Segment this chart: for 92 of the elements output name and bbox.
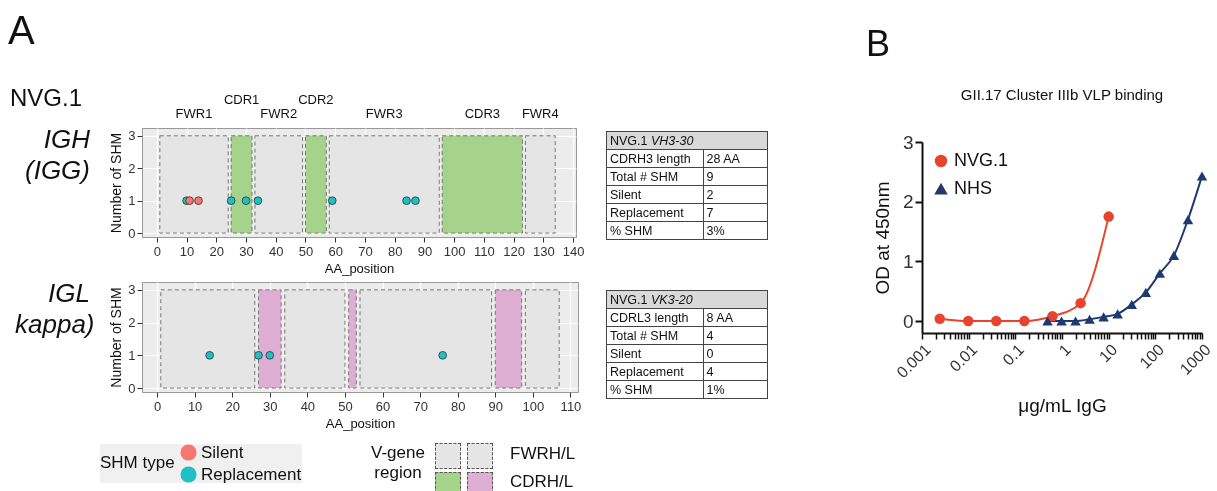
y-tick-label: 0 [902,310,914,332]
x-tick-label: 60 [375,398,391,414]
band-label: CDR3 [464,105,501,121]
chart-title: GII.17 Cluster IIIb VLP binding [960,86,1164,103]
x-tick-label: 40 [300,398,316,414]
y-tick-label: 2 [128,160,136,176]
x-tick-label: 10 [179,243,195,259]
x-tick-label: 0.01 [946,340,981,375]
text: 4 [703,326,768,345]
y-tick-label: 3 [128,282,136,298]
x-tick-label: 140 [562,243,585,259]
x-tick-label: 0 [153,398,162,414]
y-axis-title: Number of SHM [108,132,125,234]
x-tick-label: 20 [225,398,240,414]
x-tick-label: 110 [473,243,495,259]
x-tick-label: 40 [269,243,284,259]
y-tick-label: 0 [128,380,136,396]
x-tick-label: 0 [153,243,161,259]
text: VK3-20 [651,292,693,307]
text: 2 [703,185,768,204]
x-tick-label: 50 [338,398,353,414]
text: A [8,7,35,54]
x-tick-label: 90 [488,398,504,414]
y-tick-label: 2 [902,191,914,213]
text: NVG.1 [10,84,83,113]
x-axis-title: μg/mL IgG [1018,395,1107,417]
x-tick-label: 70 [358,243,373,259]
text: 28 AA [703,149,768,168]
x-tick-label: 60 [328,243,343,259]
text: 1% [703,380,768,399]
x-tick-label: 90 [417,243,433,259]
text: B [866,22,891,66]
text: IGH (IGG) [24,124,90,187]
text: 8 AA [703,308,768,327]
text: Replacement [606,362,704,381]
x-tick-label: 0.1 [999,340,1028,369]
band-label: FWR1 [175,105,213,121]
text: % SHM [606,380,704,399]
x-axis-title: AA_position [324,260,395,276]
text: 7 [703,203,768,222]
x-tick-label: 30 [239,243,254,259]
x-tick-label: 10 [1095,340,1121,366]
legend-label: Silent [201,442,244,462]
text: CDRH/L [510,472,574,491]
text: CDRL3 length [606,308,704,327]
text: 9 [703,167,768,186]
band-label: CDR1 [223,91,260,107]
x-tick-label: 100 [522,398,545,414]
legend-title: SHM type [100,453,175,472]
x-tick-label: 80 [450,398,466,414]
y-tick-label: 2 [128,315,136,331]
text: % SHM [606,221,704,240]
y-tick-label: 0 [128,225,136,241]
band-label: FWR3 [365,105,403,121]
x-tick-label: 10 [187,398,203,414]
x-axis-title: AA_position [325,415,396,431]
x-tick-label: 50 [298,243,314,259]
band-label: CDR2 [298,91,334,107]
text: FWRH/L [510,444,576,465]
x-tick-label: 1 [1055,340,1074,360]
text: NVG.1 [610,133,648,148]
text: CDRH3 length [606,149,704,168]
x-tick-label: 20 [209,243,225,259]
y-tick-label: 3 [902,131,914,153]
text: 4 [703,362,768,381]
text: Total # SHM [606,167,704,186]
x-tick-label: 80 [387,243,403,259]
text: Replacement [606,203,704,222]
y-tick-label: 3 [128,128,136,144]
y-axis-title: Number of SHM [108,287,125,388]
text: NVG.1 [610,292,648,307]
text: VH3-30 [651,133,694,148]
x-tick-label: 130 [532,243,555,259]
text: IGL kappa) [15,278,95,341]
x-tick-label: 120 [503,243,525,259]
legend-label: Replacement [201,464,302,484]
x-tick-label: 30 [263,398,278,414]
legend-label: NVG.1 [954,150,1009,170]
legend-label: NHS [954,178,993,198]
y-tick-label: 1 [128,193,136,209]
text: 3% [703,221,768,240]
x-tick-label: 110 [560,398,582,414]
x-tick-label: 100 [443,243,466,259]
band-label: FWR2 [260,105,298,121]
text: Silent [606,344,704,363]
text: V-gene region [370,443,426,484]
text: Total # SHM [606,326,704,345]
band-label: FWR4 [521,105,559,121]
x-tick-label: 100 [1136,340,1168,372]
text: Silent [606,185,704,204]
y-axis-title: OD at 450nm [871,181,893,295]
x-tick-label: 70 [413,398,428,414]
